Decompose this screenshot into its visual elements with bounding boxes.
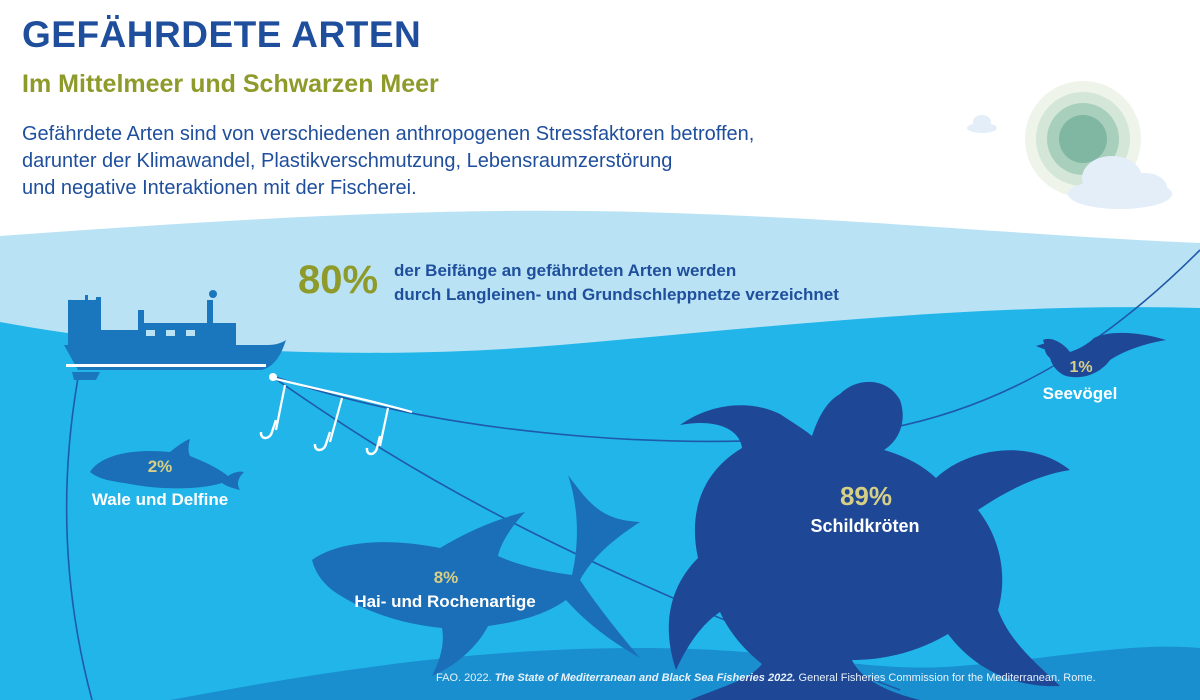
seabirds-label: Seevögel xyxy=(1042,384,1118,403)
turtles-percent: 89% xyxy=(839,481,893,511)
sea-turtle-icon xyxy=(668,381,1070,700)
dolphin-icon xyxy=(90,439,244,490)
seabirds-percent: 1% xyxy=(1069,359,1093,376)
fishing-hook-icon xyxy=(259,419,382,456)
bycatch-line: der Beifänge an gefährdeten Arten werden xyxy=(394,261,737,280)
page-subtitle: Im Mittelmeer und Schwarzen Meer xyxy=(22,70,439,98)
intro-line: und negative Interaktionen mit der Fisch… xyxy=(22,177,417,199)
turtles-label: Schildkröten xyxy=(810,516,920,536)
bycatch-line: durch Langleinen- und Grundschleppnetze … xyxy=(394,285,839,304)
bycatch-percent: 80% xyxy=(298,258,379,302)
sharks-percent: 8% xyxy=(433,568,459,587)
sharks-label: Hai- und Rochenartige xyxy=(354,592,536,611)
whales-label: Wale und Delfine xyxy=(91,490,229,509)
page-title: GEFÄHRDETE ARTEN xyxy=(22,14,422,55)
bycatch-text: der Beifänge an gefährdeten Arten werden… xyxy=(394,259,839,307)
seabird-icon xyxy=(1036,332,1166,378)
intro-text: Gefährdete Arten sind von verschiedenen … xyxy=(22,121,862,202)
source-prefix: FAO. 2022. xyxy=(436,672,495,684)
intro-line: darunter der Klimawandel, Plastikverschm… xyxy=(22,150,673,172)
source-citation: FAO. 2022. The State of Mediterranean an… xyxy=(436,672,1096,684)
longline xyxy=(271,376,413,447)
source-suffix: General Fisheries Commission for the Med… xyxy=(795,672,1096,684)
fishing-boat-icon xyxy=(64,290,286,380)
sea-floor xyxy=(170,646,1200,700)
shark-icon xyxy=(312,475,640,676)
intro-line: Gefährdete Arten sind von verschiedenen … xyxy=(22,123,755,145)
source-title: The State of Mediterranean and Black Sea… xyxy=(494,672,796,684)
whales-percent: 2% xyxy=(147,457,173,476)
cloud-icon xyxy=(967,115,1172,209)
